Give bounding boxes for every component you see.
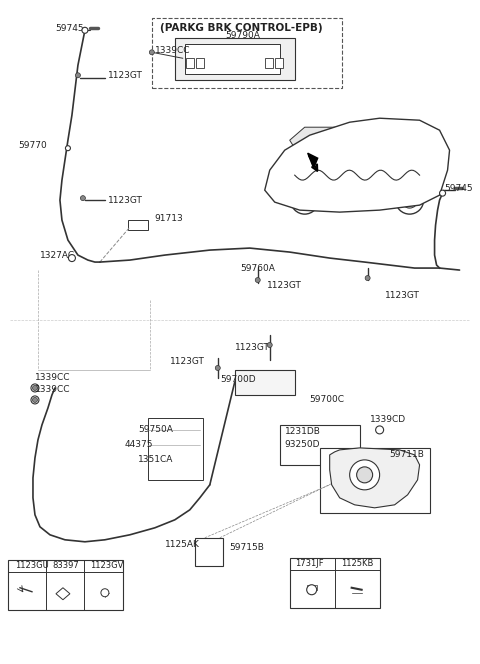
Circle shape <box>31 396 39 404</box>
Circle shape <box>396 186 423 214</box>
Bar <box>320 448 430 513</box>
Bar <box>280 425 360 465</box>
Text: 83397: 83397 <box>52 561 79 570</box>
Circle shape <box>101 589 109 597</box>
Circle shape <box>65 145 71 151</box>
Text: 1731JF: 1731JF <box>295 559 324 568</box>
Text: 1123GT: 1123GT <box>108 71 143 80</box>
Text: 1339CC: 1339CC <box>35 385 71 394</box>
Circle shape <box>216 365 220 371</box>
Bar <box>175 39 295 80</box>
Circle shape <box>376 426 384 434</box>
Polygon shape <box>290 127 340 148</box>
Text: 1123GT: 1123GT <box>267 281 302 290</box>
Text: 1231DB: 1231DB <box>285 428 321 436</box>
Bar <box>235 370 295 395</box>
Text: 59770: 59770 <box>18 141 47 149</box>
Bar <box>186 58 194 68</box>
Circle shape <box>307 585 317 595</box>
Circle shape <box>75 73 81 78</box>
Polygon shape <box>330 448 420 508</box>
Polygon shape <box>343 125 378 148</box>
Text: 1123GT: 1123GT <box>384 291 420 299</box>
Circle shape <box>255 278 260 283</box>
Bar <box>8 560 123 610</box>
Text: 1123GT: 1123GT <box>170 357 204 367</box>
Circle shape <box>440 190 445 196</box>
Text: 59790A: 59790A <box>225 31 260 40</box>
Text: 1339CD: 1339CD <box>370 416 406 424</box>
Text: 1123GT: 1123GT <box>235 343 270 353</box>
Text: 59745: 59745 <box>55 24 84 33</box>
Text: 1123GV: 1123GV <box>90 561 123 570</box>
Text: 59715B: 59715B <box>230 543 264 552</box>
Text: 59745: 59745 <box>444 184 473 193</box>
Bar <box>148 418 203 480</box>
Text: 59700C: 59700C <box>310 396 345 404</box>
Text: 44375: 44375 <box>125 440 154 450</box>
Circle shape <box>81 196 85 201</box>
Circle shape <box>82 27 88 33</box>
Text: 1125KB: 1125KB <box>341 559 373 568</box>
Circle shape <box>33 385 37 390</box>
Circle shape <box>69 254 75 262</box>
Text: 59760A: 59760A <box>240 264 275 272</box>
Bar <box>265 58 273 68</box>
Text: 1123GU: 1123GU <box>15 561 49 570</box>
Text: 59750A: 59750A <box>138 426 173 434</box>
Circle shape <box>31 384 39 392</box>
Text: 1339CC: 1339CC <box>155 46 191 54</box>
Circle shape <box>297 192 312 208</box>
Text: 59700D: 59700D <box>220 375 255 384</box>
Text: 59711B: 59711B <box>390 450 424 459</box>
Text: 91713: 91713 <box>155 214 183 222</box>
Bar <box>290 558 380 608</box>
Circle shape <box>349 460 380 490</box>
Text: 1351CA: 1351CA <box>138 456 173 464</box>
Bar <box>152 19 342 88</box>
Polygon shape <box>308 153 318 168</box>
Circle shape <box>149 50 155 54</box>
Text: 93250D: 93250D <box>285 440 320 450</box>
Bar <box>275 58 283 68</box>
Circle shape <box>291 186 319 214</box>
Circle shape <box>267 343 272 347</box>
Circle shape <box>402 192 418 208</box>
Polygon shape <box>265 118 450 212</box>
Bar <box>307 585 317 590</box>
Bar <box>128 220 148 230</box>
Circle shape <box>33 398 37 402</box>
Bar <box>196 58 204 68</box>
Text: 1327AC: 1327AC <box>40 250 75 260</box>
Text: (PARKG BRK CONTROL-EPB): (PARKG BRK CONTROL-EPB) <box>160 23 323 33</box>
Circle shape <box>357 467 372 483</box>
Circle shape <box>365 276 370 281</box>
Text: 1339CC: 1339CC <box>35 373 71 382</box>
Text: 1125AK: 1125AK <box>165 540 200 549</box>
Bar <box>195 538 223 566</box>
Polygon shape <box>56 588 70 600</box>
Bar <box>185 44 280 74</box>
Text: 1123GT: 1123GT <box>108 196 143 205</box>
Polygon shape <box>380 125 415 148</box>
